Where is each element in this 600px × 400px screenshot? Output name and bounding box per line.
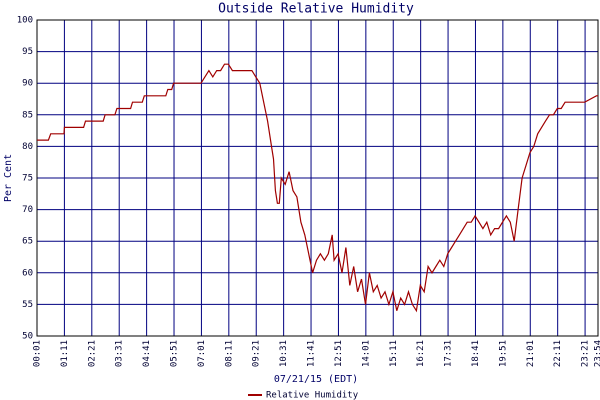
y-tick-label: 55 [22,300,33,310]
x-tick-label: 18:41 [471,340,481,367]
y-tick-label: 75 [22,174,33,184]
y-tick-label: 60 [22,268,33,278]
x-tick-label: 10:31 [279,340,289,367]
data-line [37,63,598,313]
x-tick-label: 15:11 [389,340,399,367]
x-tick-label: 01:11 [60,340,70,367]
y-tick-label: 90 [22,79,33,89]
y-tick-label: 80 [22,142,33,152]
x-tick-label: 07:01 [197,340,207,367]
y-tick-label: 70 [22,205,33,215]
x-tick-label: 23:21 [581,340,591,367]
x-tick-label: 08:11 [224,340,234,367]
y-tick-label: 95 [22,47,33,57]
x-tick-label: 05:51 [170,340,180,367]
x-tick-label: 04:41 [142,340,152,367]
x-tick-label: 21:01 [526,340,536,367]
x-tick-label: 16:21 [416,340,426,367]
legend-label: Relative Humidity [266,391,359,400]
x-tick-label: 23:54 [594,340,600,367]
x-tick-label: 22:11 [553,340,563,367]
y-tick-label: 65 [22,237,33,247]
plot-border [36,19,599,337]
y-axis-label: Per Cent [3,154,14,202]
chart-title: Outside Relative Humidity [218,2,414,17]
x-tick-label: 14:01 [361,340,371,367]
x-axis-label: 07/21/15 (EDT) [274,374,358,385]
x-tick-label: 03:31 [115,340,125,367]
y-tick-label: 100 [17,16,33,26]
x-tick-label: 19:51 [498,340,508,367]
x-tick-label: 02:21 [87,340,97,367]
x-tick-label: 00:01 [33,340,43,367]
x-tick-label: 12:51 [334,340,344,367]
y-tick-label: 50 [22,332,33,342]
y-tick-label: 85 [22,110,33,120]
x-tick-label: 17:31 [444,340,454,367]
x-tick-label: 09:21 [252,340,262,367]
x-tick-label: 11:41 [307,340,317,367]
